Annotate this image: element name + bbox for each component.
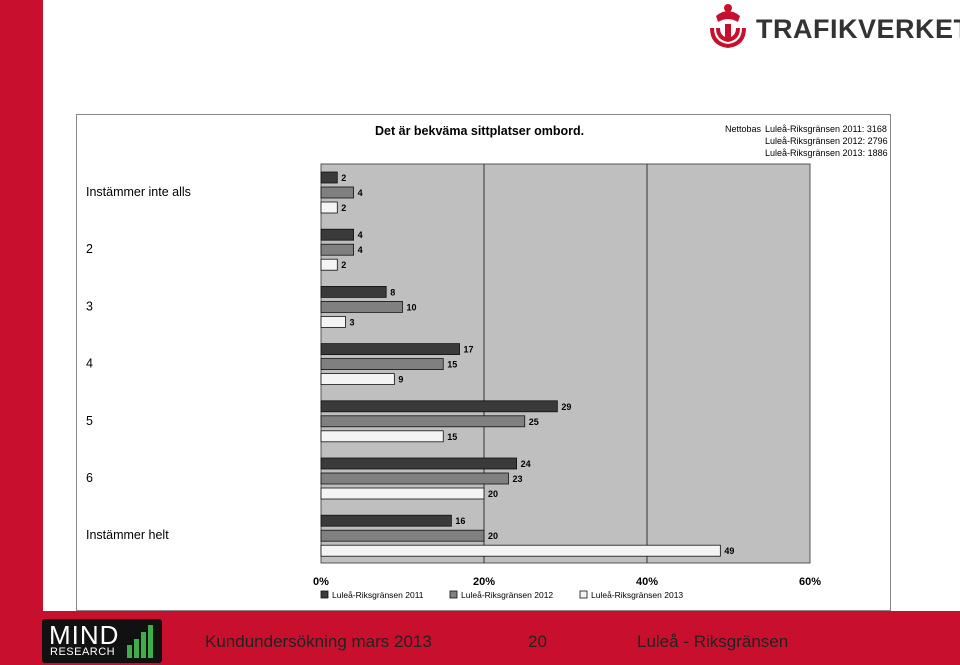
data-label: 9 bbox=[398, 375, 403, 385]
bar bbox=[320, 243, 354, 256]
data-label: 29 bbox=[561, 402, 571, 412]
mind-research-logo: MIND RESEARCH bbox=[42, 619, 162, 663]
bar-chart: Det är bekväma sittplatser ombord. Netto… bbox=[86, 124, 888, 600]
bar bbox=[320, 358, 444, 371]
category-label: 3 bbox=[86, 299, 93, 313]
bar bbox=[320, 457, 518, 470]
bar bbox=[320, 400, 558, 413]
legend-swatch bbox=[320, 590, 329, 599]
bar bbox=[320, 430, 444, 443]
x-tick-label: 60% bbox=[799, 576, 821, 588]
data-label: 4 bbox=[358, 230, 363, 240]
legend-swatch bbox=[449, 590, 458, 599]
data-label: 3 bbox=[349, 317, 354, 327]
bar-graph-icon bbox=[127, 625, 153, 658]
data-label: 16 bbox=[455, 516, 465, 526]
left-accent-strip bbox=[0, 0, 43, 665]
chart-frame: Det är bekväma sittplatser ombord. Netto… bbox=[76, 114, 891, 611]
data-label: 2 bbox=[341, 203, 346, 213]
bar bbox=[320, 487, 485, 500]
bar bbox=[320, 544, 721, 557]
bar bbox=[320, 186, 354, 199]
category-label: 4 bbox=[86, 357, 93, 371]
legend-label: Luleå-Riksgränsen 2011 bbox=[332, 590, 424, 600]
x-tick-label: 20% bbox=[473, 576, 495, 588]
bar bbox=[320, 228, 354, 241]
data-label: 20 bbox=[488, 531, 498, 541]
category-label: 2 bbox=[86, 242, 93, 256]
footer-route: Luleå - Riksgränsen bbox=[637, 632, 789, 651]
bar bbox=[320, 285, 387, 298]
data-label: 4 bbox=[358, 188, 363, 198]
logo-main-text: MIND bbox=[49, 620, 120, 650]
x-tick-label: 0% bbox=[313, 576, 329, 588]
bar bbox=[320, 171, 338, 184]
bar bbox=[320, 373, 395, 386]
bar bbox=[320, 415, 526, 428]
nettobas-line: Luleå-Riksgränsen 2013: 1886 bbox=[765, 148, 888, 158]
data-label: 2 bbox=[341, 173, 346, 183]
category-label: 5 bbox=[86, 414, 93, 428]
data-label: 10 bbox=[407, 302, 417, 312]
bar bbox=[320, 258, 338, 271]
data-label: 15 bbox=[447, 360, 457, 370]
bar bbox=[320, 315, 346, 328]
data-label: 24 bbox=[521, 459, 531, 469]
data-label: 15 bbox=[447, 432, 457, 442]
nettobas-line: Luleå-Riksgränsen 2012: 2796 bbox=[765, 136, 888, 146]
data-label: 2 bbox=[341, 260, 346, 270]
legend-label: Luleå-Riksgränsen 2013 bbox=[591, 590, 683, 600]
nettobas-label: Nettobas bbox=[725, 124, 762, 134]
legend-label: Luleå-Riksgränsen 2012 bbox=[461, 590, 553, 600]
data-label: 49 bbox=[724, 546, 734, 556]
bar bbox=[320, 300, 403, 313]
trafikverket-crown-icon bbox=[710, 4, 746, 49]
category-label: 6 bbox=[86, 471, 93, 485]
legend-swatch bbox=[579, 590, 588, 599]
nettobas-line: Luleå-Riksgränsen 2011: 3168 bbox=[765, 124, 887, 134]
data-label: 4 bbox=[358, 245, 363, 255]
bar bbox=[320, 472, 509, 485]
bar bbox=[320, 343, 460, 356]
data-label: 23 bbox=[512, 474, 522, 484]
x-tick-label: 40% bbox=[636, 576, 658, 588]
bar bbox=[320, 514, 452, 527]
footer-page-number: 20 bbox=[528, 632, 547, 651]
trafikverket-wordmark: TRAFIKVERKET bbox=[756, 14, 960, 44]
data-label: 8 bbox=[390, 287, 395, 297]
chart-title: Det är bekväma sittplatser ombord. bbox=[375, 124, 584, 138]
data-label: 17 bbox=[464, 345, 474, 355]
category-label: Instämmer helt bbox=[86, 528, 169, 542]
bar bbox=[320, 529, 485, 542]
data-label: 25 bbox=[529, 417, 539, 427]
bar bbox=[320, 201, 338, 214]
data-label: 20 bbox=[488, 489, 498, 499]
footer-survey: Kundundersökning mars 2013 bbox=[205, 632, 432, 651]
category-label: Instämmer inte alls bbox=[86, 185, 191, 199]
logo-sub-text: RESEARCH bbox=[50, 646, 116, 658]
